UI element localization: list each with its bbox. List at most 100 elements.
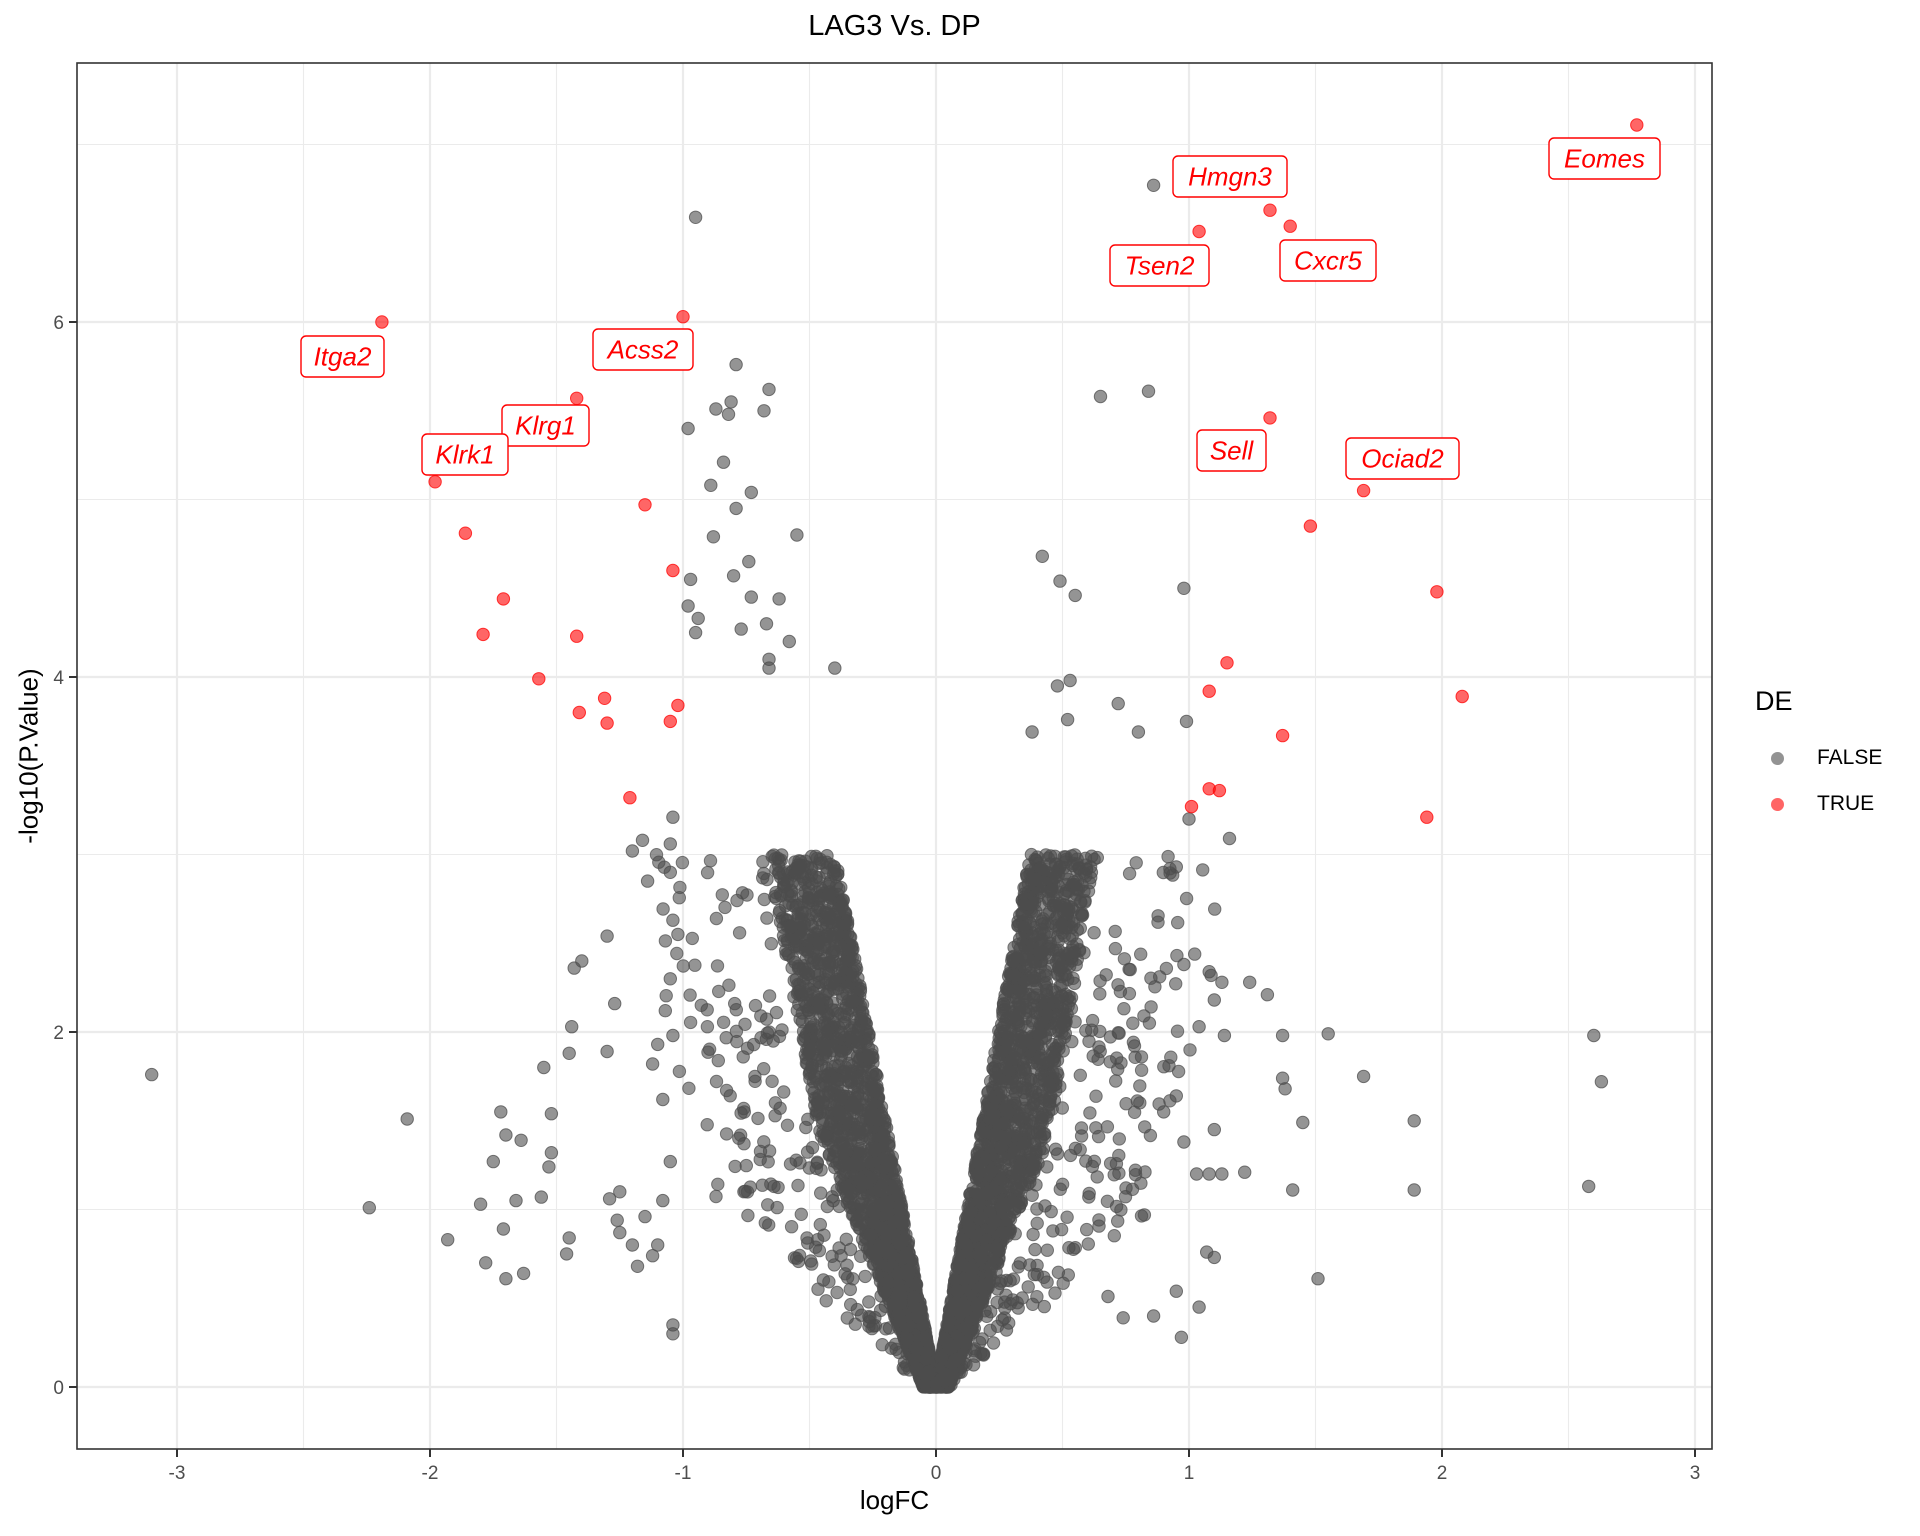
gene-label: Klrk1 xyxy=(421,433,509,476)
de-point xyxy=(1220,656,1234,670)
non-de-point xyxy=(681,421,695,436)
non-de-point xyxy=(772,592,786,606)
non-de-point xyxy=(762,661,776,675)
non-de-point xyxy=(1177,1135,1191,1149)
de-point xyxy=(458,526,473,540)
non-de-point xyxy=(645,1249,660,1263)
de-point xyxy=(1303,519,1318,533)
non-de-point xyxy=(1311,1272,1325,1286)
de-point xyxy=(1263,203,1277,217)
x-axis-title: logFC xyxy=(859,1485,930,1515)
legend-item-true: TRUE xyxy=(1755,781,1882,827)
non-de-point xyxy=(145,1067,159,1082)
legend-item-false: FALSE xyxy=(1755,735,1882,781)
non-de-point xyxy=(1174,1330,1189,1345)
non-de-point xyxy=(666,1028,680,1043)
non-de-point xyxy=(1169,1284,1184,1298)
non-de-point xyxy=(625,844,640,858)
non-de-point xyxy=(613,1185,627,1199)
non-de-point xyxy=(658,1004,672,1018)
non-de-point xyxy=(688,625,703,640)
non-de-point xyxy=(1278,1082,1292,1096)
non-de-point xyxy=(479,1256,493,1270)
non-de-point xyxy=(691,611,705,626)
non-de-point xyxy=(656,1193,670,1208)
non-de-point xyxy=(1146,1309,1161,1323)
non-de-point xyxy=(663,1154,677,1169)
non-de-point xyxy=(1296,1115,1310,1130)
non-de-point xyxy=(683,572,698,587)
non-de-point xyxy=(1025,725,1039,739)
gene-label: Ociad2 xyxy=(1345,437,1460,480)
non-de-point xyxy=(1111,696,1125,711)
non-de-point-cloud xyxy=(649,847,1222,1394)
non-de-point xyxy=(681,599,695,613)
de-point xyxy=(1283,219,1297,233)
non-de-point xyxy=(704,478,718,492)
non-de-point xyxy=(663,972,677,986)
gene-labels: Eomes Hmgn3 Tsen2 Cxcr5 Sell Ociad2 Itga2 Acss2… xyxy=(300,137,1661,480)
non-de-point xyxy=(1207,993,1222,1007)
non-de-point xyxy=(600,1044,614,1059)
non-de-point xyxy=(1177,581,1191,595)
legend: DE FALSE TRUE xyxy=(1755,686,1882,827)
de-point xyxy=(375,315,389,329)
de-point xyxy=(572,705,586,720)
non-de-point xyxy=(742,554,756,569)
non-de-point xyxy=(1035,549,1050,563)
non-de-point xyxy=(1356,1069,1371,1084)
non-de-point xyxy=(1260,988,1275,1002)
de-point xyxy=(663,714,677,729)
non-de-point xyxy=(486,1154,500,1169)
non-de-point xyxy=(688,210,703,225)
legend-dot-true-icon xyxy=(1770,797,1784,811)
non-de-point xyxy=(729,357,743,372)
non-de-point xyxy=(1582,1179,1596,1194)
non-de-point xyxy=(1275,1028,1290,1043)
non-de-point xyxy=(1101,1289,1115,1304)
non-de-point xyxy=(744,590,758,604)
non-de-point xyxy=(544,1146,559,1160)
non-de-point xyxy=(1286,1183,1300,1197)
de-point xyxy=(1192,224,1206,239)
non-de-point xyxy=(1169,860,1184,874)
non-de-point xyxy=(666,913,680,927)
gene-label: Acss2 xyxy=(592,328,694,371)
non-de-point xyxy=(645,1057,660,1071)
non-de-point xyxy=(663,865,677,879)
legend-title: DE xyxy=(1755,686,1793,716)
de-point xyxy=(1420,810,1434,824)
non-de-point xyxy=(726,569,741,583)
non-de-point xyxy=(1169,1089,1184,1103)
non-de-point xyxy=(651,1037,665,1052)
legend-label-false: FALSE xyxy=(1817,746,1883,769)
non-de-point xyxy=(1060,712,1075,727)
non-de-point xyxy=(762,382,776,397)
de-point xyxy=(1356,483,1371,498)
non-de-point xyxy=(782,634,796,649)
non-de-point xyxy=(671,927,685,942)
non-de-point xyxy=(638,1209,652,1224)
non-de-point xyxy=(666,810,680,824)
de-point xyxy=(597,691,612,705)
de-point xyxy=(666,563,680,578)
de-point xyxy=(496,592,511,606)
non-de-point xyxy=(496,1222,511,1236)
non-de-point xyxy=(1050,679,1065,693)
non-de-point xyxy=(721,407,736,421)
non-de-point xyxy=(706,530,721,544)
non-de-point xyxy=(651,1238,665,1252)
non-de-point xyxy=(400,1112,414,1126)
non-de-point xyxy=(1131,725,1146,739)
non-de-point xyxy=(630,1259,645,1274)
non-de-point xyxy=(602,1192,617,1206)
non-de-point xyxy=(716,455,731,469)
non-de-point xyxy=(608,996,622,1011)
data-points xyxy=(145,118,1644,1345)
non-de-point xyxy=(537,1060,551,1075)
non-de-point xyxy=(565,1019,579,1034)
non-de-point xyxy=(562,1231,576,1245)
non-de-point xyxy=(1202,1167,1216,1181)
